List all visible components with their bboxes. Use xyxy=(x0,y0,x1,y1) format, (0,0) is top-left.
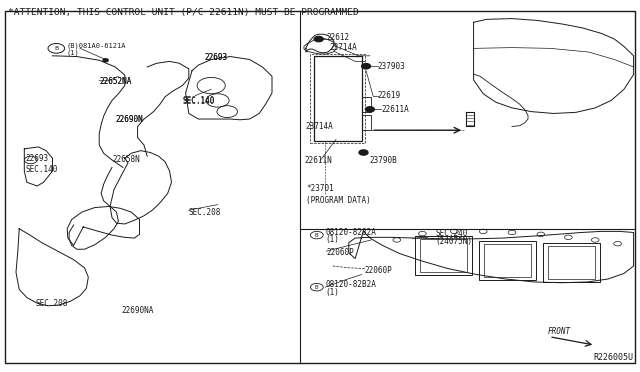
Text: 22693: 22693 xyxy=(205,53,228,62)
Text: 08120-82B2A: 08120-82B2A xyxy=(325,280,376,289)
Text: SEC.240: SEC.240 xyxy=(435,229,468,238)
Text: 22693: 22693 xyxy=(205,53,228,62)
Text: 22619: 22619 xyxy=(378,92,401,100)
Text: *ATTENTION, THIS CONTROL UNIT (P/C 22611N) MUST BE PROGRAMMED: *ATTENTION, THIS CONTROL UNIT (P/C 22611… xyxy=(8,8,358,17)
Text: 22658N: 22658N xyxy=(112,155,140,164)
Bar xyxy=(420,239,467,272)
Text: 22652NA: 22652NA xyxy=(99,77,132,86)
Text: B: B xyxy=(54,46,58,51)
Text: SEC.140: SEC.140 xyxy=(26,165,58,174)
Text: 22652NA: 22652NA xyxy=(99,77,132,86)
Text: FRONT: FRONT xyxy=(547,327,570,336)
Text: 22060P: 22060P xyxy=(365,266,392,275)
Bar xyxy=(314,56,362,141)
Text: 23790B: 23790B xyxy=(370,156,397,165)
Text: 22611N: 22611N xyxy=(304,156,332,165)
Circle shape xyxy=(362,64,371,69)
Text: (PROGRAM DATA): (PROGRAM DATA) xyxy=(306,196,371,205)
Bar xyxy=(484,244,531,277)
Text: SEC.208: SEC.208 xyxy=(35,299,68,308)
Circle shape xyxy=(359,150,368,155)
Text: 23714A: 23714A xyxy=(330,43,357,52)
Text: 22693: 22693 xyxy=(26,154,49,163)
Text: 22060P: 22060P xyxy=(326,248,354,257)
Text: 22690NA: 22690NA xyxy=(122,306,154,315)
Bar xyxy=(479,241,536,280)
Text: (1): (1) xyxy=(325,288,339,296)
Circle shape xyxy=(103,59,108,62)
Text: 22690N: 22690N xyxy=(115,115,143,124)
Text: 22612: 22612 xyxy=(326,33,349,42)
Text: *23701: *23701 xyxy=(306,185,333,193)
Text: 08120-8282A: 08120-8282A xyxy=(325,228,376,237)
Text: B: B xyxy=(315,285,319,290)
Text: SEC.140: SEC.140 xyxy=(182,96,215,105)
Text: (B)081A0-6121A: (B)081A0-6121A xyxy=(67,42,126,49)
Bar xyxy=(362,115,371,130)
Text: 23714A: 23714A xyxy=(306,122,333,131)
Bar xyxy=(362,97,371,112)
Text: 22611A: 22611A xyxy=(381,105,409,114)
Text: (1): (1) xyxy=(325,235,339,244)
Text: SEC.208: SEC.208 xyxy=(189,208,221,217)
Text: 237903: 237903 xyxy=(378,62,405,71)
Text: 22690N: 22690N xyxy=(115,115,143,124)
Bar xyxy=(310,54,365,143)
Circle shape xyxy=(314,36,323,42)
Text: B: B xyxy=(315,232,319,238)
Bar xyxy=(415,236,472,275)
Text: (24075N): (24075N) xyxy=(435,237,472,246)
Text: SEC.140: SEC.140 xyxy=(182,97,215,106)
Text: (1): (1) xyxy=(67,49,79,56)
Text: R226005U: R226005U xyxy=(594,353,634,362)
Bar xyxy=(548,246,595,279)
Bar xyxy=(543,243,600,282)
Circle shape xyxy=(365,107,374,112)
